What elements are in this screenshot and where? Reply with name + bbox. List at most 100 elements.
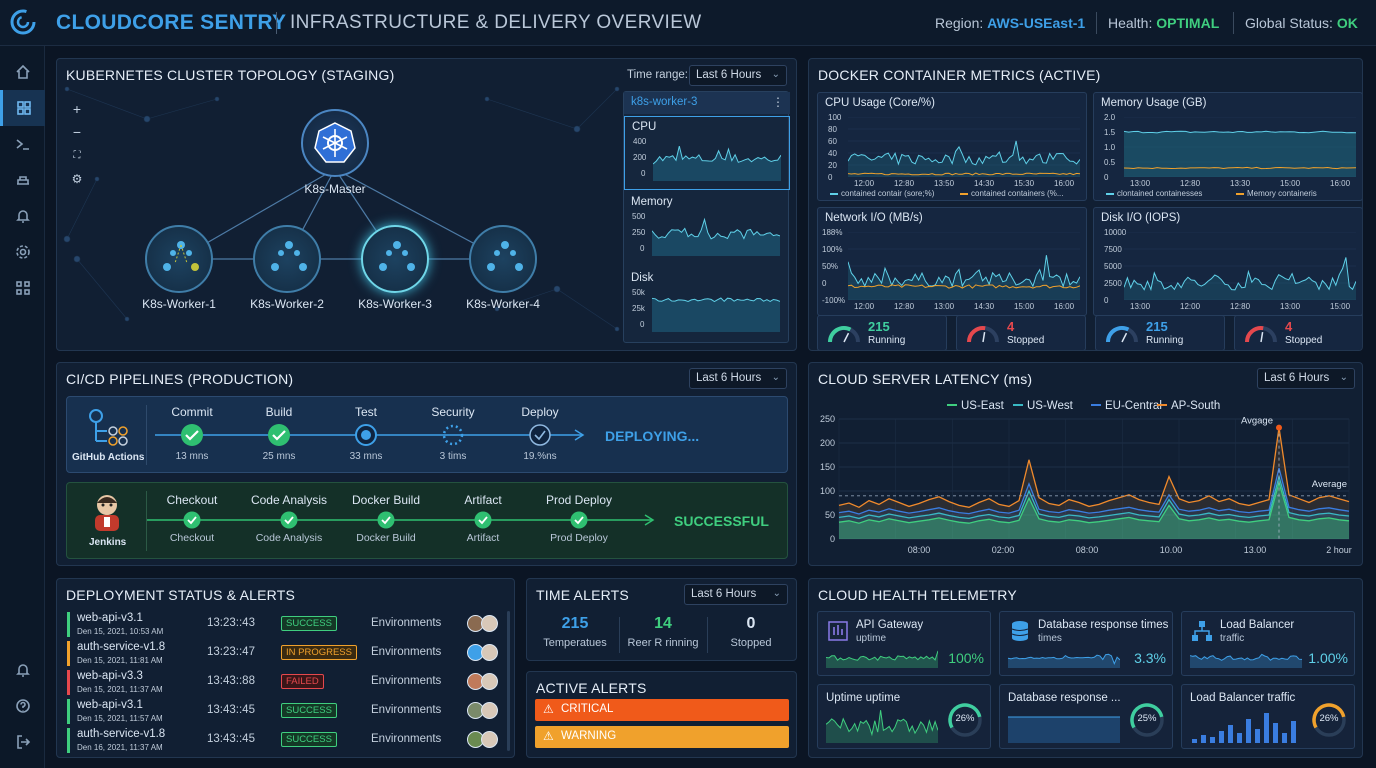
container-count-gauge[interactable]: 4 Stopped <box>956 315 1086 350</box>
worker-node[interactable] <box>145 225 213 293</box>
telemetry-value: 3.3% <box>1134 650 1166 666</box>
dashboard-grid-icon <box>17 101 31 115</box>
deployment-status-panel: DEPLOYMENT STATUS & ALERTS web-api-v3.1 D… <box>56 578 515 758</box>
worker-node-label: K8s-Worker-2 <box>250 297 324 311</box>
telemetry-card[interactable]: Database response ... 25% <box>999 684 1173 749</box>
stage-success-icon[interactable] <box>183 511 201 529</box>
node-metric-disk[interactable]: Disk 50k 25k 0 <box>624 268 790 342</box>
worker-node[interactable] <box>253 225 321 293</box>
deployment-row[interactable]: auth-service-v1.8 Den 15, 2021, 11:81 AM 1… <box>65 640 501 667</box>
nav-alerts[interactable] <box>0 198 45 234</box>
telemetry-card[interactable]: Load Balancer traffic 26% <box>1181 684 1355 749</box>
region-indicator[interactable]: Region: AWS-USEast-1 <box>935 15 1085 31</box>
alert-critical[interactable]: ⚠ CRITICAL <box>535 699 789 721</box>
pods-icon <box>163 241 199 271</box>
k8s-time-range-dropdown[interactable]: Last 6 Hours ⌄ <box>689 65 787 86</box>
stage-success-icon[interactable] <box>377 511 395 529</box>
legend-swatch <box>830 193 838 195</box>
legend-label: Memory containeris <box>1247 189 1317 198</box>
worker-node[interactable] <box>361 225 429 293</box>
telemetry-card[interactable]: API Gateway uptime 100% <box>817 611 991 676</box>
latency-time-range-dropdown[interactable]: Last 6 Hours ⌄ <box>1257 368 1355 389</box>
nav-home[interactable] <box>0 54 45 90</box>
series-area <box>839 427 1349 539</box>
stage-success-icon[interactable] <box>474 511 492 529</box>
deployment-date: Den 15, 2021, 11:81 AM <box>77 656 163 665</box>
x-tick: 16:00 <box>1054 179 1075 188</box>
alert-warning[interactable]: ⚠ WARNING <box>535 726 789 748</box>
telemetry-card[interactable]: Load Balancer traffic 1.00% <box>1181 611 1355 676</box>
nav-help[interactable] <box>0 688 45 724</box>
fit-view-button[interactable]: ⛶ <box>73 149 81 161</box>
telemetry-card[interactable]: Uptime uptime 26% <box>817 684 991 749</box>
worker-node-label: K8s-Worker-3 <box>358 297 432 311</box>
metric-tick: 50k <box>632 288 645 297</box>
stage-success-icon[interactable] <box>570 511 588 529</box>
chart-title: Memory Usage (GB) <box>1101 97 1207 109</box>
stage-success-icon[interactable] <box>280 511 298 529</box>
chart-network[interactable]: Network I/O (MB/s) 188% 100% 50% 0 -100% 12:00… <box>817 207 1087 316</box>
latency-chart: 250 200 150 100 50 0 08:00 02:00 08:00 10.00 13.00… <box>820 400 1352 555</box>
deployment-row[interactable]: web-api-v3.3 Den 15, 2021, 11:37 AM 13:43:… <box>65 669 501 696</box>
stage-status-icon[interactable] <box>354 423 378 447</box>
deployment-row[interactable]: web-api-v3.1 Den 15, 2021, 11:57 AM 13:43:… <box>65 698 501 725</box>
metric-tick: 0 <box>640 320 645 329</box>
container-count-gauge[interactable]: 215 Running <box>817 315 947 350</box>
more-options-icon[interactable]: ⋮ <box>772 95 784 109</box>
nav-deploy[interactable] <box>0 162 45 198</box>
time-alerts-dropdown[interactable]: Last 6 Hours ⌄ <box>684 584 788 605</box>
alert-stat-label: Reer R rinning <box>627 637 699 649</box>
series-line <box>838 467 1350 515</box>
nav-notifications[interactable] <box>0 652 45 688</box>
stage-status-icon[interactable] <box>528 423 552 447</box>
github-pipeline[interactable]: GitHub Actions DEPLOYING... Commit 13 mns… <box>66 396 788 473</box>
zoom-out-button[interactable]: − <box>72 124 82 140</box>
settings-button[interactable]: ⚙ <box>71 172 83 186</box>
telemetry-card[interactable]: Database response times times 3.3% <box>999 611 1173 676</box>
nav-apps[interactable] <box>0 270 45 306</box>
chart-cpu[interactable]: CPU Usage (Core/%) 100 80 60 40 20 0 12:00 12:80… <box>817 92 1087 201</box>
master-node[interactable] <box>301 109 369 177</box>
zoom-in-button[interactable]: + <box>72 101 82 117</box>
deployment-name: web-api-v3.1 <box>77 699 143 711</box>
node-metric-memory[interactable]: Memory 500 250 0 <box>624 192 790 266</box>
nav-terminal[interactable] <box>0 126 45 162</box>
chart-title: Network I/O (MB/s) <box>825 212 923 224</box>
y-tick: 20 <box>828 161 837 170</box>
deployment-row[interactable]: auth-service-v1.8 Den 16, 2021, 11:37 AM 1… <box>65 727 501 754</box>
avatar[interactable] <box>481 673 498 690</box>
stage-status-icon[interactable] <box>267 423 291 447</box>
github-pipeline-status: DEPLOYING... <box>605 428 700 444</box>
stage-status-icon[interactable] <box>441 423 465 447</box>
status-badge: SUCCESS <box>281 732 337 747</box>
deployment-time: 13:23::43 <box>207 617 255 629</box>
chart-memory[interactable]: Memory Usage (GB) 2.0 1.5 1.0 0.5 0 13:00 12:80… <box>1093 92 1362 201</box>
worker-node[interactable] <box>469 225 537 293</box>
jenkins-pipeline[interactable]: Jenkins SUCCESSFUL Checkout Checkout Code … <box>66 482 788 559</box>
stage-name: Docker Build <box>351 493 421 507</box>
nav-settings[interactable] <box>0 234 45 270</box>
cicd-time-range-dropdown[interactable]: Last 6 Hours ⌄ <box>689 368 787 389</box>
avatar[interactable] <box>481 702 498 719</box>
avatar[interactable] <box>481 731 498 748</box>
stage-time: 13 mns <box>175 451 209 462</box>
deployment-time: 13:23::47 <box>207 646 255 658</box>
stage-status-icon[interactable] <box>180 423 204 447</box>
chart-disk[interactable]: Disk I/O (IOPS) 10000 7500 5000 2500 0 13:00 12… <box>1093 207 1362 316</box>
nav-logout[interactable] <box>0 724 45 760</box>
container-count-gauge[interactable]: 4 Stopped <box>1234 315 1362 350</box>
x-tick: 12:00 <box>1180 302 1201 311</box>
x-tick: 15:00 <box>1280 179 1301 188</box>
avatar[interactable] <box>481 644 498 661</box>
api-gateway-icon <box>828 621 848 641</box>
x-tick: 13:00 <box>1130 302 1151 311</box>
avatar[interactable] <box>481 615 498 632</box>
node-metric-cpu[interactable]: CPU 400 200 0 <box>624 116 790 190</box>
scrollbar[interactable] <box>507 611 510 751</box>
deployment-row[interactable]: web-api-v3.1 Den 15, 2021, 10:53 AM 13:23:… <box>65 611 501 638</box>
brand-logo-icon <box>10 9 36 35</box>
nav-dashboard[interactable] <box>0 90 45 126</box>
notification-icon <box>15 664 30 677</box>
container-count-gauge[interactable]: 215 Running <box>1095 315 1225 350</box>
stage-name: Checkout <box>166 493 218 507</box>
